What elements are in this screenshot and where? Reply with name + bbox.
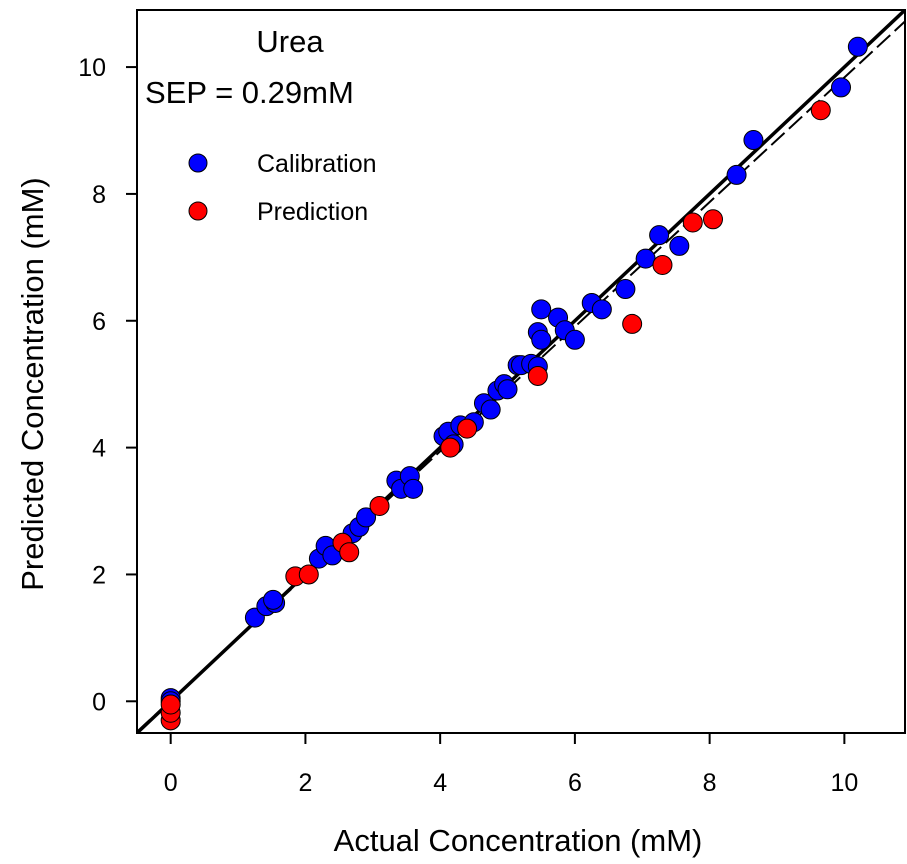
y-tick-label: 0 — [92, 688, 106, 716]
x-tick-label: 6 — [568, 769, 582, 797]
y-tick-label: 8 — [92, 181, 106, 209]
x-axis-ticks: 0 2 4 6 8 10 — [164, 733, 858, 797]
annotation-analyte: Urea — [256, 24, 324, 59]
data-points — [160, 36, 868, 731]
calibration-point — [263, 589, 284, 610]
prediction-point — [369, 495, 390, 516]
prediction-point — [160, 694, 181, 715]
calibration-point — [403, 478, 424, 499]
prediction-point — [527, 365, 548, 386]
prediction-point — [652, 254, 673, 275]
y-tick-label: 4 — [92, 435, 106, 463]
calibration-point — [615, 279, 636, 300]
legend-label-calibration: Calibration — [257, 150, 377, 178]
x-axis-title: Actual Concentration (mM) — [334, 823, 703, 858]
x-tick-label: 8 — [703, 769, 717, 797]
prediction-point — [298, 564, 319, 585]
calibration-point — [635, 248, 656, 269]
prediction-point — [457, 418, 478, 439]
legend-label-prediction: Prediction — [257, 198, 368, 226]
calibration-point — [669, 235, 690, 256]
prediction-point — [810, 100, 831, 121]
prediction-point — [682, 212, 703, 233]
prediction-point — [339, 542, 360, 563]
calibration-point — [497, 379, 518, 400]
prediction-point — [703, 209, 723, 230]
calibration-point — [847, 36, 868, 57]
y-tick-label: 2 — [92, 561, 106, 589]
calibration-point — [356, 507, 377, 528]
calibration-point — [726, 164, 747, 185]
y-tick-label: 6 — [92, 308, 106, 336]
calibration-point — [564, 329, 585, 350]
legend: Calibration Prediction — [188, 150, 377, 226]
legend-marker-calibration — [188, 153, 208, 173]
calibration-point — [531, 329, 552, 350]
y-axis-title: Predicted Concentration (mM) — [15, 177, 50, 591]
plot-frame — [136, 9, 906, 734]
x-tick-label: 4 — [433, 769, 447, 797]
prediction-point — [622, 313, 643, 334]
calibration-point — [591, 299, 612, 320]
legend-marker-prediction — [188, 201, 208, 221]
annotation-sep: SEP = 0.29mM — [145, 75, 354, 110]
prediction-point — [440, 437, 461, 458]
x-tick-label: 2 — [298, 769, 312, 797]
calibration-point — [831, 77, 851, 98]
y-tick-label: 10 — [78, 54, 106, 82]
calibration-point — [649, 225, 670, 246]
calibration-point — [743, 130, 764, 151]
x-tick-label: 10 — [830, 769, 858, 797]
x-tick-label: 0 — [164, 769, 178, 797]
calibration-point — [480, 399, 501, 420]
calibration-point — [531, 299, 552, 320]
y-axis-ticks: 0 2 4 6 8 10 — [78, 54, 137, 716]
